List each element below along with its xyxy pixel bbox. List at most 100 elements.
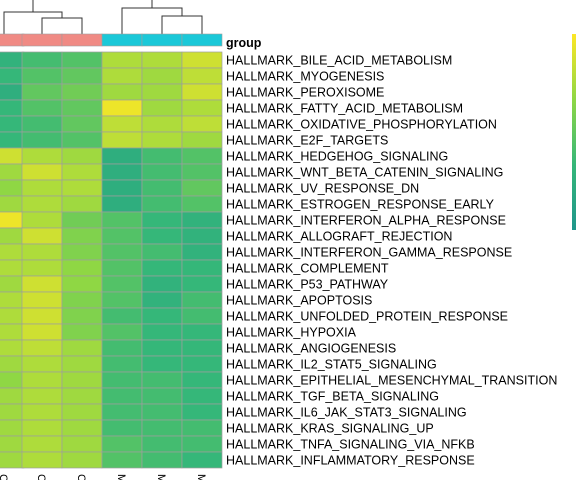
heatmap-cell — [21, 163, 63, 181]
heatmap-cell — [0, 147, 25, 165]
heatmap-cell — [181, 291, 223, 309]
heatmap-cell — [141, 435, 183, 453]
heatmap-cell — [61, 67, 103, 85]
row-label: HALLMARK_INTERFERON_GAMMA_RESPONSE — [226, 246, 512, 260]
heatmap-cell — [101, 211, 143, 229]
heatmap-cell — [0, 435, 25, 453]
row-label: HALLMARK_FATTY_ACID_METABOLISM — [226, 102, 463, 116]
heatmap-cell — [0, 387, 25, 405]
heatmap-cell — [101, 403, 143, 421]
heatmap-cell — [101, 115, 143, 133]
heatmap-cell — [21, 99, 63, 117]
heatmap-cell — [21, 435, 63, 453]
heatmap-cell — [141, 291, 183, 309]
heatmap-cell — [141, 451, 183, 469]
heatmap-cell — [101, 51, 143, 69]
row-label: HALLMARK_EPITHELIAL_MESENCHYMAL_TRANSITI… — [226, 374, 557, 388]
heatmap-cell — [101, 195, 143, 213]
heatmap-cell — [141, 163, 183, 181]
heatmap-cell — [0, 291, 25, 309]
heatmap-cell — [0, 163, 25, 181]
group-annotation-label: group — [226, 36, 262, 50]
annotation-cell — [141, 33, 183, 47]
heatmap-cell — [181, 451, 223, 469]
heatmap-cell — [61, 227, 103, 245]
heatmap-cell — [141, 275, 183, 293]
heatmap-cell — [141, 67, 183, 85]
heatmap-cell — [0, 195, 25, 213]
row-label: HALLMARK_ALLOGRAFT_REJECTION — [226, 230, 452, 244]
heatmap-cell — [21, 67, 63, 85]
heatmap-cell — [21, 115, 63, 133]
heatmap-cell — [21, 259, 63, 277]
heatmap-cell — [0, 83, 25, 101]
heatmap-cell — [141, 403, 183, 421]
heatmap-cell — [0, 243, 25, 261]
heatmap-cell — [181, 51, 223, 69]
heatmap-cell — [101, 419, 143, 437]
heatmap-cell — [181, 275, 223, 293]
heatmap-cell — [61, 147, 103, 165]
heatmap-cell — [181, 227, 223, 245]
heatmap-cell — [61, 99, 103, 117]
heatmap-cell — [141, 339, 183, 357]
heatmap-cell — [21, 131, 63, 149]
heatmap-cell — [61, 371, 103, 389]
heatmap-cell — [101, 99, 143, 117]
heatmap-cell — [101, 83, 143, 101]
heatmap-cell — [21, 451, 63, 469]
heatmap-cell — [21, 419, 63, 437]
heatmap-cell — [141, 195, 183, 213]
heatmap-cell — [0, 419, 25, 437]
heatmap-cell — [0, 403, 25, 421]
column-dendrogram — [3, 0, 203, 34]
row-label: HALLMARK_INFLAMMATORY_RESPONSE — [226, 454, 475, 468]
dendrogram-branch — [121, 7, 183, 34]
colorbar-gradient — [572, 34, 576, 230]
annotation-cell — [0, 33, 25, 47]
heatmap-cell — [101, 227, 143, 245]
heatmap-cell — [141, 307, 183, 325]
heatmap-cells — [0, 51, 223, 469]
heatmap-cell — [101, 131, 143, 149]
heatmap-cell — [0, 67, 25, 85]
heatmap-cell — [61, 259, 103, 277]
column-label: M — [155, 474, 167, 480]
heatmap-cell — [181, 259, 223, 277]
heatmap-cell — [21, 403, 63, 421]
heatmap-cell — [141, 51, 183, 69]
heatmap-cell — [61, 451, 103, 469]
annotation-cell — [181, 33, 223, 47]
heatmap-cell — [141, 131, 183, 149]
heatmap-cell — [0, 371, 25, 389]
heatmap-cell — [21, 211, 63, 229]
annotation-cell — [21, 33, 63, 47]
heatmap-cell — [181, 307, 223, 325]
heatmap-cell — [21, 147, 63, 165]
heatmap-cell — [101, 339, 143, 357]
heatmap-cell — [0, 307, 25, 325]
heatmap-cell — [181, 131, 223, 149]
heatmap-cell — [21, 275, 63, 293]
row-label: HALLMARK_TNFA_SIGNALING_VIA_NFKB — [226, 438, 475, 452]
row-label: HALLMARK_OXIDATIVE_PHOSPHORYLATION — [226, 118, 497, 132]
row-label: HALLMARK_APOPTOSIS — [226, 294, 372, 308]
heatmap-cell — [101, 307, 143, 325]
heatmap-cell — [21, 195, 63, 213]
heatmap-cell — [141, 179, 183, 197]
row-label: HALLMARK_HEDGEHOG_SIGNALING — [226, 150, 448, 164]
heatmap-cell — [61, 419, 103, 437]
heatmap-cell — [0, 355, 25, 373]
heatmap-cell — [141, 323, 183, 341]
heatmap-cell — [61, 131, 103, 149]
heatmap-cell — [141, 259, 183, 277]
heatmap-cell — [21, 307, 63, 325]
heatmap-cell — [181, 115, 223, 133]
heatmap-cell — [101, 243, 143, 261]
heatmap-cell — [101, 387, 143, 405]
row-label: HALLMARK_IL2_STAT5_SIGNALING — [226, 358, 437, 372]
heatmap-cell — [141, 419, 183, 437]
heatmap-cell — [61, 339, 103, 357]
heatmap-cell — [141, 83, 183, 101]
